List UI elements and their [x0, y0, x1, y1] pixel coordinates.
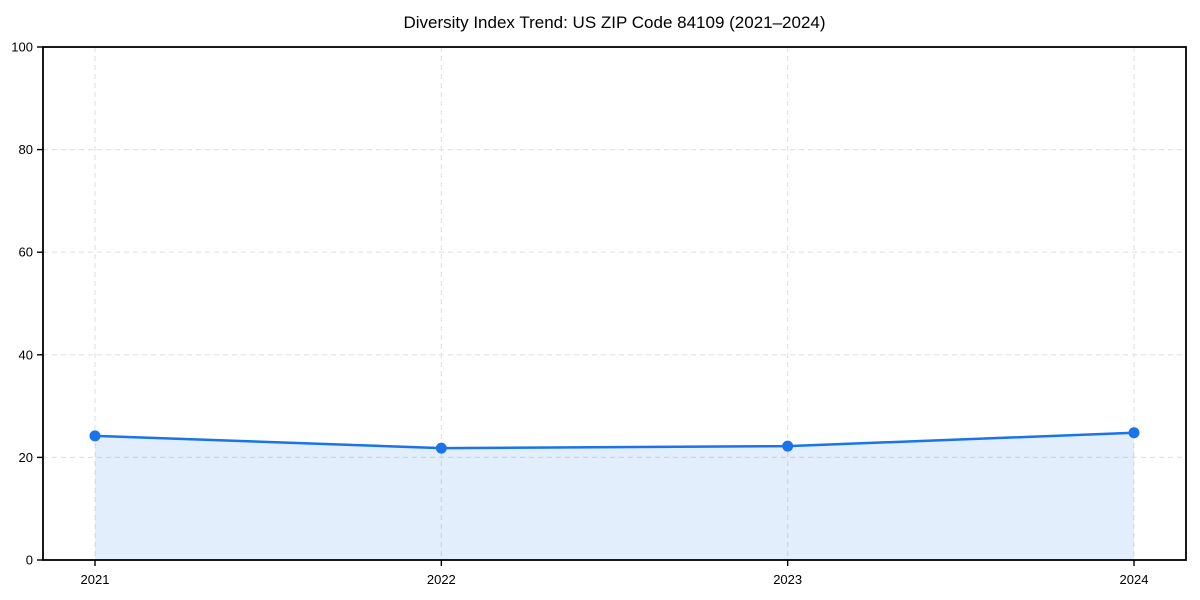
chart-title: Diversity Index Trend: US ZIP Code 84109…	[403, 13, 826, 32]
y-tick-label: 60	[19, 245, 33, 260]
x-tick-label: 2024	[1120, 572, 1149, 587]
y-tick-label: 100	[11, 40, 33, 55]
data-point	[89, 430, 101, 442]
y-tick-label: 80	[19, 142, 33, 157]
data-point	[435, 442, 447, 454]
plot-frame	[42, 46, 1187, 561]
y-tick-label: 20	[19, 450, 33, 465]
data-point	[782, 440, 794, 452]
x-tick-label: 2023	[773, 572, 802, 587]
data-line	[93, 431, 1136, 450]
x-tick-label: 2022	[427, 572, 456, 587]
x-tick-label: 2021	[81, 572, 110, 587]
y-tick-label: 0	[26, 553, 33, 568]
data-point	[1128, 427, 1140, 439]
y-tick-label: 40	[19, 347, 33, 362]
area-fill	[95, 432, 1134, 560]
